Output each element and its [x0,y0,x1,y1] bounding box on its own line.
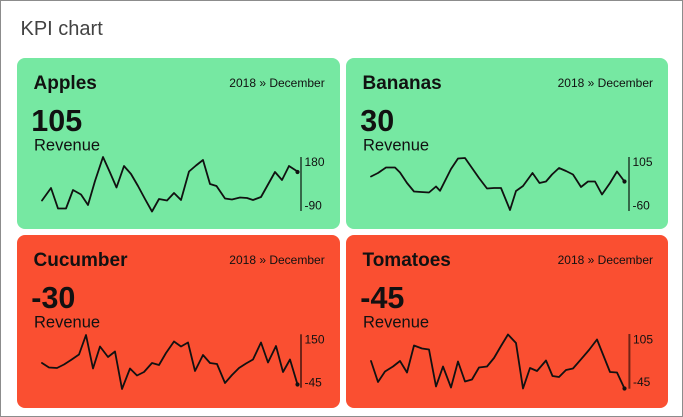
svg-text:Revenue: Revenue [34,137,100,155]
svg-text:Revenue: Revenue [363,314,429,332]
svg-text:Revenue: Revenue [363,137,429,155]
svg-text:2018 » December: 2018 » December [558,76,653,90]
svg-text:2018 » December: 2018 » December [229,253,324,267]
svg-text:Cucumber: Cucumber [34,250,129,271]
svg-text:-90: -90 [305,199,323,213]
svg-text:-45: -45 [360,281,404,315]
svg-text:105: 105 [31,104,82,138]
svg-text:-60: -60 [633,199,651,213]
svg-text:2018 » December: 2018 » December [558,253,653,267]
svg-text:180: 180 [305,155,325,169]
svg-text:-45: -45 [633,375,651,389]
svg-text:30: 30 [360,104,394,138]
svg-text:Tomatoes: Tomatoes [363,250,451,271]
svg-text:2018 » December: 2018 » December [229,76,324,90]
svg-text:Bananas: Bananas [363,73,442,94]
svg-text:105: 105 [633,332,653,346]
svg-text:150: 150 [305,333,325,347]
svg-text:-45: -45 [305,376,323,390]
svg-text:-30: -30 [31,281,75,315]
svg-text:105: 105 [633,155,653,169]
svg-text:Apples: Apples [34,73,97,94]
svg-text:Revenue: Revenue [34,314,100,332]
